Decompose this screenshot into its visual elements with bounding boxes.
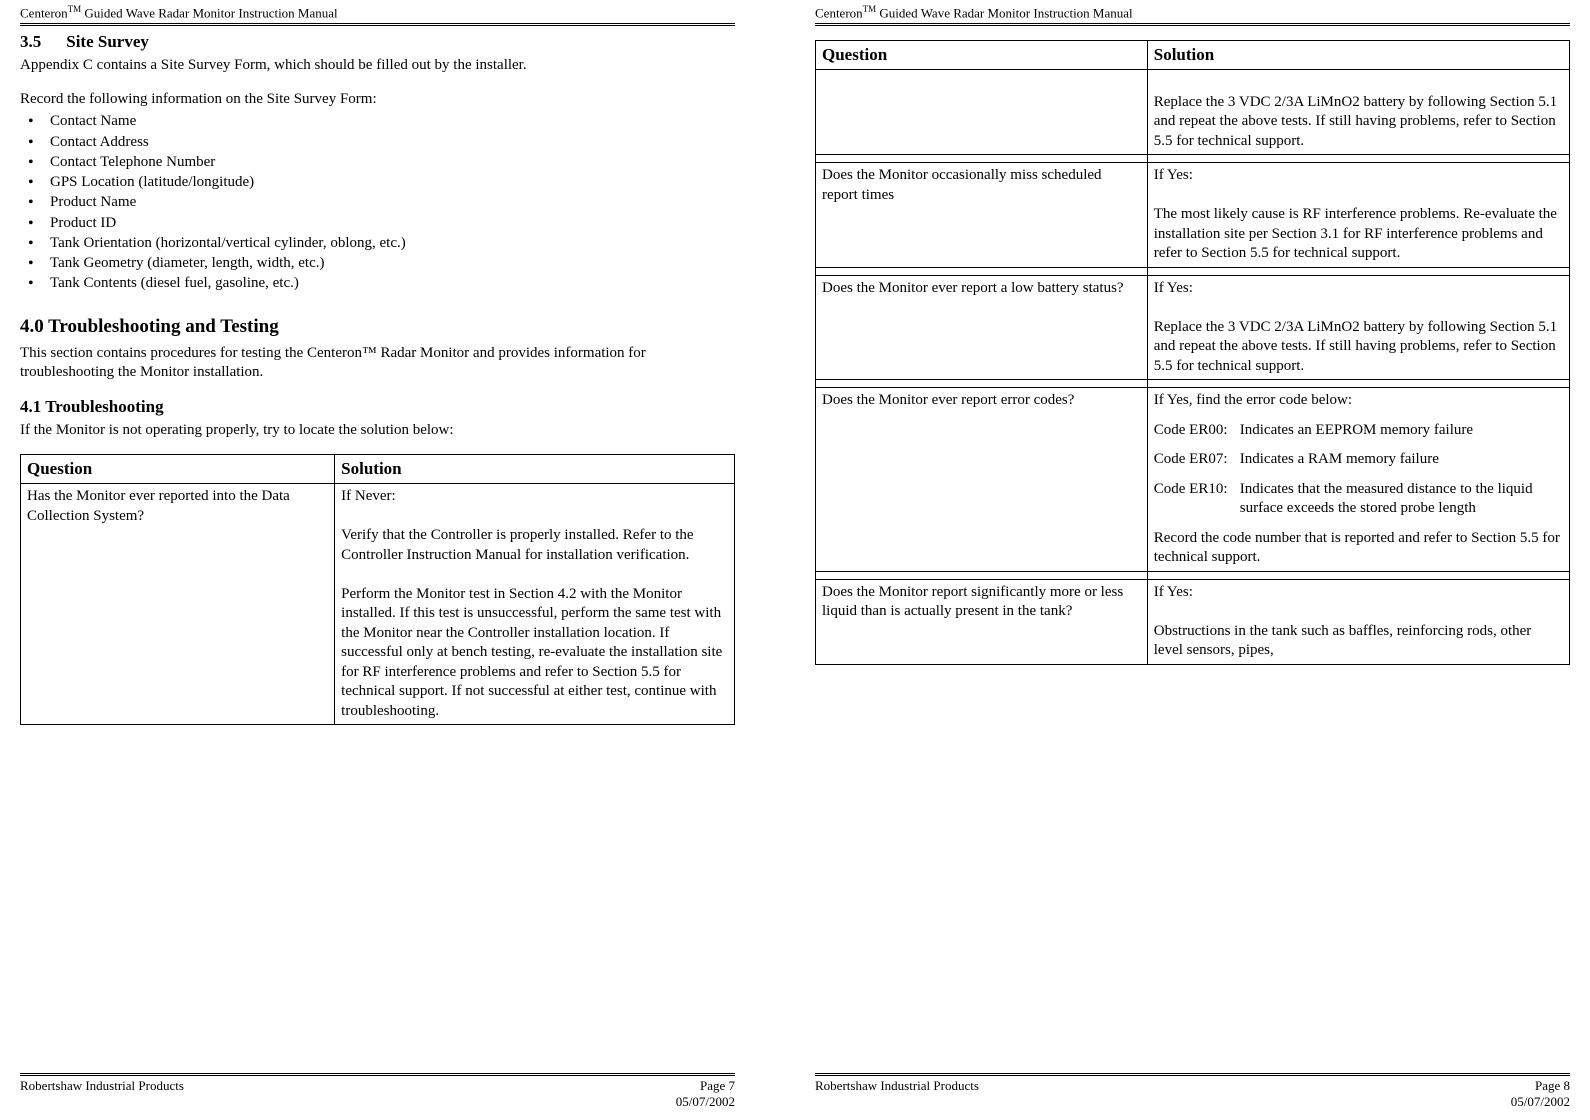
table-row: Does the Monitor report significantly mo…	[816, 579, 1570, 664]
list-item: Tank Orientation (horizontal/vertical cy…	[24, 233, 735, 253]
table-row: Has the Monitor ever reported into the D…	[21, 484, 735, 725]
table-row: Does the Monitor ever report error codes…	[816, 388, 1570, 572]
troubleshooting-table: Question Solution Has the Monitor ever r…	[20, 454, 735, 725]
question-cell	[816, 70, 1148, 155]
solution-lead: If Yes:	[1154, 583, 1563, 603]
error-code-desc: Indicates an EEPROM memory failure	[1240, 421, 1563, 441]
table-row: Does the Monitor ever report a low batte…	[816, 275, 1570, 380]
question-cell: Does the Monitor report significantly mo…	[816, 579, 1148, 664]
page-7: CenteronTM Guided Wave Radar Monitor Ins…	[0, 0, 795, 1120]
list-item: Tank Geometry (diameter, length, width, …	[24, 253, 735, 273]
solution-paragraph: The most likely cause is RF interference…	[1154, 205, 1563, 264]
table-header-row: Question Solution	[21, 455, 735, 484]
error-code-desc: Indicates a RAM memory failure	[1240, 450, 1563, 470]
table-header-row: Question Solution	[816, 41, 1570, 70]
page-content: Question Solution Replace the 3 VDC 2/3A…	[815, 32, 1570, 1073]
table-row: Replace the 3 VDC 2/3A LiMnO2 battery by…	[816, 70, 1570, 155]
question-cell: Does the Monitor ever report a low batte…	[816, 275, 1148, 380]
solution-paragraph: Replace the 3 VDC 2/3A LiMnO2 battery by…	[1154, 93, 1563, 152]
footer-company: Robertshaw Industrial Products	[815, 1078, 979, 1110]
question-cell: Does the Monitor ever report error codes…	[816, 388, 1148, 572]
page-8: CenteronTM Guided Wave Radar Monitor Ins…	[795, 0, 1590, 1120]
solution-lead: If Yes, find the error code below:	[1154, 391, 1563, 411]
footer-right: Page 8 05/07/2002	[1511, 1078, 1570, 1110]
list-item: Tank Contents (diesel fuel, gasoline, et…	[24, 273, 735, 293]
question-cell: Has the Monitor ever reported into the D…	[21, 484, 335, 725]
footer-right: Page 7 05/07/2002	[676, 1078, 735, 1110]
page-header: CenteronTM Guided Wave Radar Monitor Ins…	[20, 4, 735, 26]
section-number: 3.5	[20, 32, 62, 52]
page-content: 3.5 Site Survey Appendix C contains a Si…	[20, 32, 735, 1073]
error-code-row: Code ER10: Indicates that the measured d…	[1154, 480, 1563, 519]
solution-cell: If Never: Verify that the Controller is …	[335, 484, 735, 725]
footer-page: Page 7	[700, 1078, 735, 1093]
footer-date: 05/07/2002	[1511, 1094, 1570, 1109]
col-header-question: Question	[816, 41, 1148, 70]
header-tm: TM	[863, 4, 877, 14]
solution-lead: If Never:	[341, 487, 728, 507]
header-prefix: Centeron	[815, 5, 863, 20]
footer-company: Robertshaw Industrial Products	[20, 1078, 184, 1110]
footer-date: 05/07/2002	[676, 1094, 735, 1109]
col-header-solution: Solution	[1147, 41, 1569, 70]
page-footer: Robertshaw Industrial Products Page 7 05…	[20, 1073, 735, 1110]
table-spacer	[816, 571, 1570, 579]
section-4-1-intro: If the Monitor is not operating properly…	[20, 421, 735, 441]
solution-cell: If Yes: Obstructions in the tank such as…	[1147, 579, 1569, 664]
solution-cell: Replace the 3 VDC 2/3A LiMnO2 battery by…	[1147, 70, 1569, 155]
header-tm: TM	[68, 4, 82, 14]
error-code-label: Code ER10:	[1154, 480, 1240, 519]
error-code-row: Code ER07: Indicates a RAM memory failur…	[1154, 450, 1563, 470]
header-prefix: Centeron	[20, 5, 68, 20]
col-header-solution: Solution	[335, 455, 735, 484]
solution-cell: If Yes: The most likely cause is RF inte…	[1147, 163, 1569, 268]
section-3-5-record: Record the following information on the …	[20, 90, 735, 110]
list-item: Contact Address	[24, 132, 735, 152]
footer-page: Page 8	[1535, 1078, 1570, 1093]
solution-paragraph: Replace the 3 VDC 2/3A LiMnO2 battery by…	[1154, 318, 1563, 377]
solution-paragraph: Record the code number that is reported …	[1154, 529, 1563, 568]
list-item: GPS Location (latitude/longitude)	[24, 172, 735, 192]
section-3-5-intro: Appendix C contains a Site Survey Form, …	[20, 56, 735, 76]
section-4-0-heading: 4.0 Troubleshooting and Testing	[20, 316, 735, 338]
solution-cell: If Yes, find the error code below: Code …	[1147, 388, 1569, 572]
error-code-label: Code ER00:	[1154, 421, 1240, 441]
question-cell: Does the Monitor occasionally miss sched…	[816, 163, 1148, 268]
error-code-label: Code ER07:	[1154, 450, 1240, 470]
section-3-5-heading: 3.5 Site Survey	[20, 32, 735, 52]
header-suffix: Guided Wave Radar Monitor Instruction Ma…	[81, 5, 338, 20]
section-4-1-heading: 4.1 Troubleshooting	[20, 397, 735, 417]
list-item: Product ID	[24, 213, 735, 233]
solution-paragraph: Perform the Monitor test in Section 4.2 …	[341, 585, 728, 722]
troubleshooting-table-cont: Question Solution Replace the 3 VDC 2/3A…	[815, 40, 1570, 665]
solution-paragraph: Obstructions in the tank such as baffles…	[1154, 622, 1563, 661]
section-title: Site Survey	[66, 32, 149, 51]
section-4-0-intro: This section contains procedures for tes…	[20, 344, 735, 383]
table-spacer	[816, 380, 1570, 388]
list-item: Product Name	[24, 192, 735, 212]
table-row: Does the Monitor occasionally miss sched…	[816, 163, 1570, 268]
error-code-desc: Indicates that the measured distance to …	[1240, 480, 1563, 519]
site-survey-list: Contact Name Contact Address Contact Tel…	[24, 111, 735, 293]
list-item: Contact Name	[24, 111, 735, 131]
solution-lead: If Yes:	[1154, 279, 1563, 299]
header-suffix: Guided Wave Radar Monitor Instruction Ma…	[876, 5, 1133, 20]
table-spacer	[816, 155, 1570, 163]
error-code-row: Code ER00: Indicates an EEPROM memory fa…	[1154, 421, 1563, 441]
table-spacer	[816, 267, 1570, 275]
solution-paragraph: Verify that the Controller is properly i…	[341, 526, 728, 565]
solution-cell: If Yes: Replace the 3 VDC 2/3A LiMnO2 ba…	[1147, 275, 1569, 380]
page-header: CenteronTM Guided Wave Radar Monitor Ins…	[815, 4, 1570, 26]
col-header-question: Question	[21, 455, 335, 484]
list-item: Contact Telephone Number	[24, 152, 735, 172]
page-footer: Robertshaw Industrial Products Page 8 05…	[815, 1073, 1570, 1110]
solution-lead: If Yes:	[1154, 166, 1563, 186]
